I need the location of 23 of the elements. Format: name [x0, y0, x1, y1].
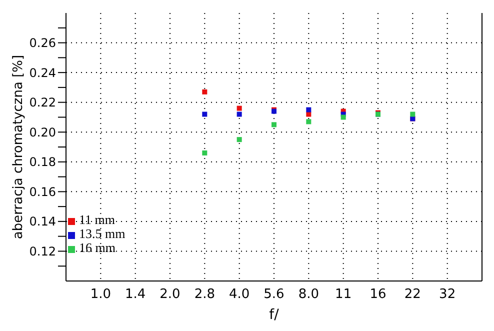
y-tick-label: 0.12	[29, 244, 56, 258]
x-tick-label: 11	[335, 287, 352, 302]
y-tick-label: 0.14	[29, 214, 56, 229]
y-tick-label: 0.20	[29, 125, 56, 140]
x-tick-label: 2.0	[160, 287, 180, 302]
y-tick-label: 0.22	[29, 96, 56, 110]
x-tick-label: 2.8	[194, 287, 216, 302]
legend-label: 16 mm	[79, 240, 116, 255]
y-tick-label: 0.18	[29, 155, 56, 170]
y-tick-label: 0.16	[29, 184, 56, 199]
y-axis-title: aberracja chromatyczna [%]	[11, 54, 26, 240]
x-tick-label: 1.0	[90, 287, 112, 302]
x-axis-title: f/	[269, 307, 280, 323]
legend-label: 13.5 mm	[79, 226, 126, 241]
y-tick-label: 0.26	[29, 36, 56, 50]
x-tick-label: 32	[439, 287, 456, 302]
x-tick-label: 22	[404, 287, 421, 302]
x-tick-label: 16	[370, 287, 386, 302]
x-tick-label: 4.0	[228, 287, 250, 302]
x-tick-label: 8.0	[298, 287, 320, 302]
x-tick-label: 1.4	[124, 287, 146, 302]
y-tick-label: 0.24	[29, 66, 56, 80]
x-tick-label: 5.6	[264, 287, 284, 302]
